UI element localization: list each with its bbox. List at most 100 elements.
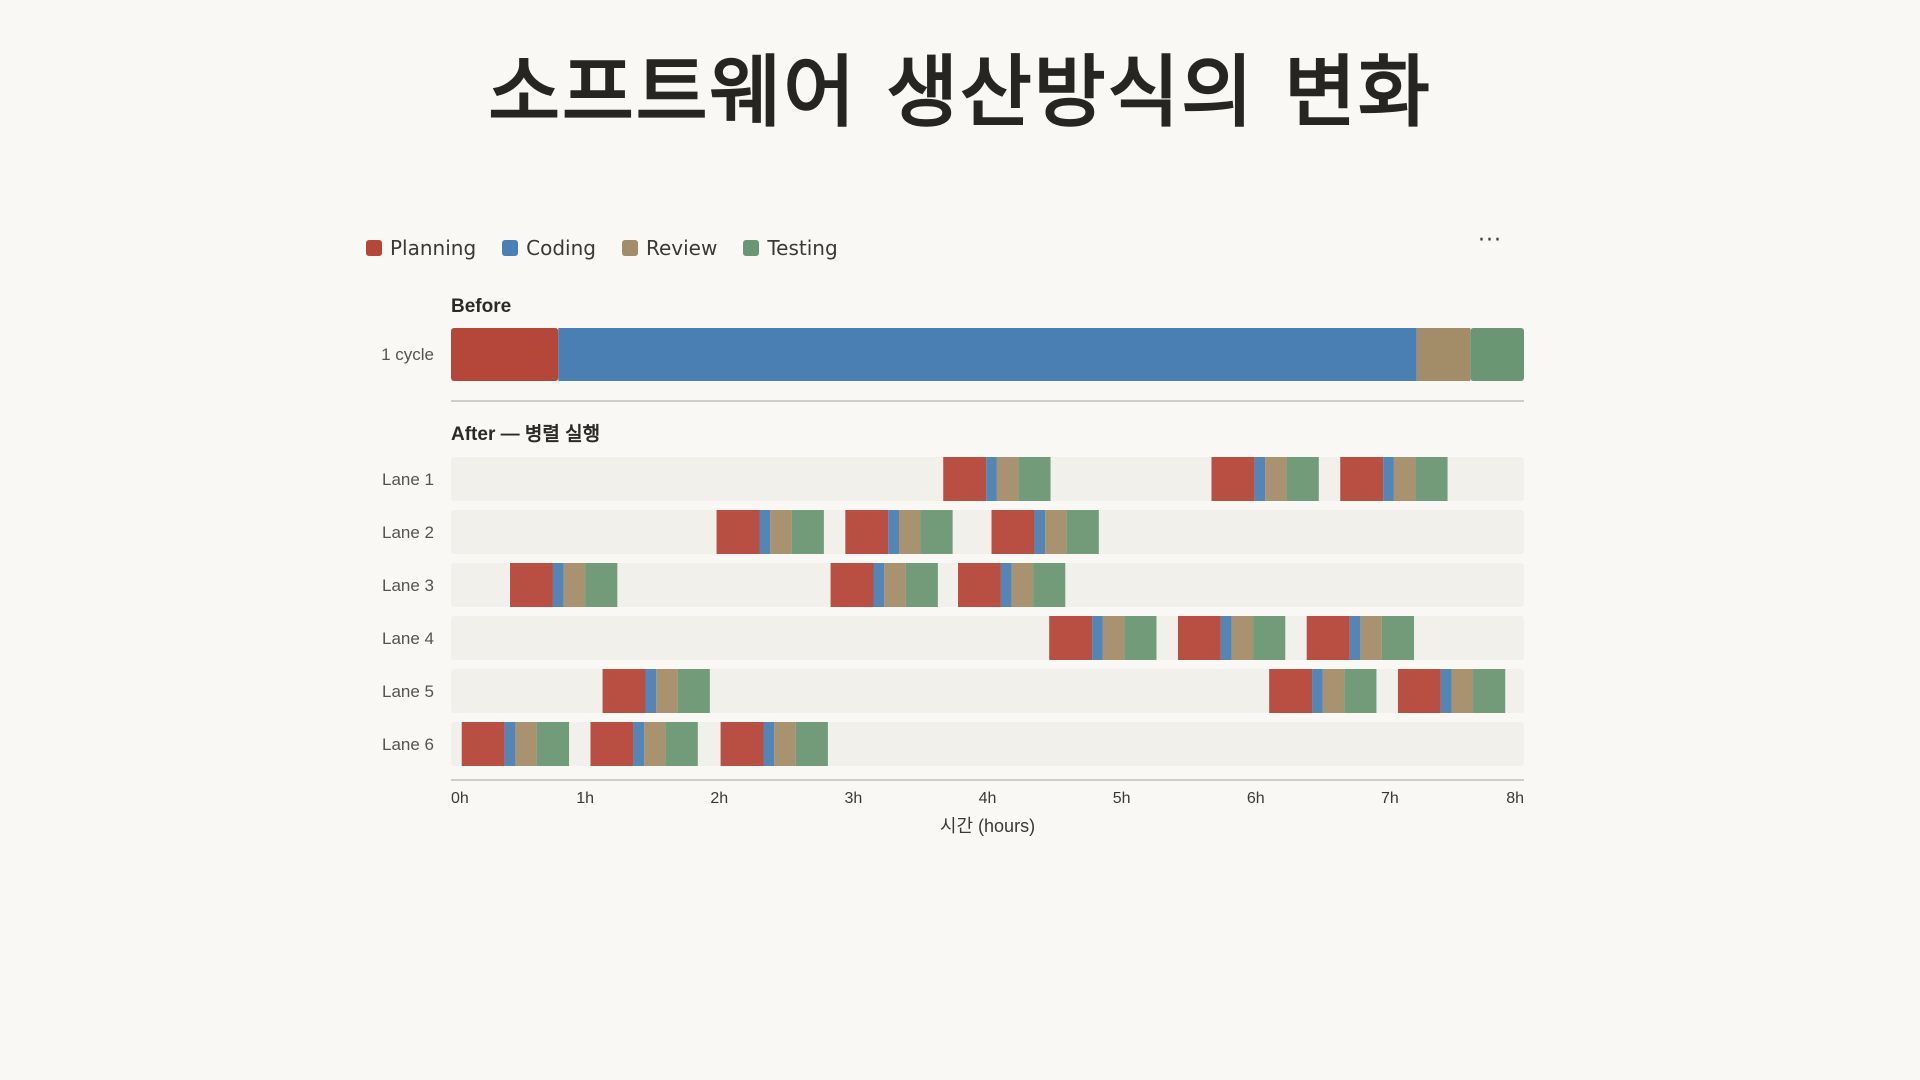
lane-4-cycle-3-coding: [1349, 616, 1361, 660]
lane-2-cycle-3-planning: [991, 510, 1035, 554]
x-tick-label-5: 5h: [1113, 790, 1131, 807]
lane-label-lane-1: Lane 1: [382, 470, 434, 489]
lane-label-lane-6: Lane 6: [382, 735, 434, 754]
lane-3-cycle-3-planning: [957, 563, 1001, 607]
lane-label-lane-2: Lane 2: [382, 523, 434, 542]
lane-5-cycle-2-coding: [1312, 669, 1323, 713]
lane-5-cycle-2-planning: [1269, 669, 1313, 713]
lane-3-cycle-1-coding: [552, 563, 564, 607]
before-segment-coding: [558, 328, 1417, 381]
legend-label-review: Review: [645, 236, 718, 260]
lane-4-cycle-1-planning: [1049, 616, 1093, 660]
legend-item-planning: Planning: [366, 236, 476, 260]
lane-3-cycle-1-planning: [510, 563, 553, 607]
lane-background-lane-2: [451, 510, 1524, 554]
lane-2-cycle-2-testing: [920, 510, 953, 554]
x-tick-label-2: 2h: [710, 790, 728, 807]
lane-4-cycle-1-review: [1102, 616, 1125, 660]
x-tick-label-1: 1h: [576, 790, 594, 807]
before-section-title: Before: [451, 296, 511, 317]
lane-4-cycle-2-review: [1231, 616, 1254, 660]
lane-4-cycle-1-coding: [1092, 616, 1103, 660]
legend-item-review: Review: [621, 236, 718, 260]
lane-1-cycle-1-review: [996, 457, 1019, 501]
lane-6-cycle-3-planning: [720, 722, 764, 766]
lane-2-cycle-2-coding: [888, 510, 899, 554]
x-tick-label-7: 7h: [1381, 790, 1399, 807]
x-tick-label-3: 3h: [844, 790, 862, 807]
lane-1-cycle-1-coding: [986, 457, 997, 501]
more-options-button[interactable]: ···: [1478, 228, 1502, 253]
x-tick-label-6: 6h: [1247, 790, 1265, 807]
lane-3-cycle-1-review: [563, 563, 586, 607]
legend-swatch-testing: [743, 240, 760, 256]
before-segment-testing: [1470, 328, 1524, 381]
before-segment-planning: [451, 328, 559, 381]
lane-4-cycle-3-planning: [1306, 616, 1350, 660]
after-section-title: After — 병렬 실행: [451, 423, 600, 445]
lane-2-cycle-3-review: [1045, 510, 1067, 554]
lane-1-cycle-2-review: [1265, 457, 1287, 501]
x-tick-label-8: 8h: [1506, 790, 1524, 807]
lane-5-cycle-1-testing: [677, 669, 710, 713]
lane-label-lane-3: Lane 3: [382, 576, 434, 595]
lane-1-cycle-1-testing: [1018, 457, 1051, 501]
lane-6-cycle-1-testing: [536, 722, 570, 766]
lane-6-cycle-2-planning: [590, 722, 634, 766]
lane-5-cycle-3-planning: [1397, 669, 1441, 713]
lane-5-cycle-1-planning: [602, 669, 646, 713]
lane-5-cycle-1-review: [656, 669, 678, 713]
lane-5-cycle-2-testing: [1344, 669, 1377, 713]
lane-1-cycle-3-planning: [1340, 457, 1384, 501]
lane-3-cycle-1-testing: [585, 563, 618, 607]
lane-6-cycle-2-review: [644, 722, 666, 766]
lane-3-cycle-2-review: [884, 563, 906, 607]
lane-6-cycle-2-testing: [665, 722, 698, 766]
lane-1-cycle-3-coding: [1383, 457, 1394, 501]
legend-item-testing: Testing: [743, 236, 838, 260]
legend-swatch-review: [621, 240, 638, 256]
lane-3-cycle-2-planning: [830, 563, 874, 607]
lane-background-lane-6: [451, 722, 1524, 766]
lane-4-cycle-3-review: [1360, 616, 1382, 660]
legend-swatch-coding: [502, 240, 519, 256]
lane-2-cycle-1-coding: [759, 510, 771, 554]
legend-label-testing: Testing: [767, 236, 838, 260]
before-row-label: 1 cycle: [381, 345, 434, 364]
lane-3-cycle-3-testing: [1033, 563, 1066, 607]
lane-6-cycle-1-planning: [461, 722, 505, 766]
lane-3-cycle-3-coding: [1000, 563, 1012, 607]
lane-label-lane-5: Lane 5: [382, 682, 434, 701]
lane-1-cycle-3-review: [1393, 457, 1416, 501]
lane-1-cycle-3-testing: [1415, 457, 1448, 501]
lane-1-cycle-1-planning: [943, 457, 987, 501]
lane-3-cycle-2-coding: [873, 563, 885, 607]
lane-6-cycle-1-coding: [504, 722, 516, 766]
lane-2-cycle-1-review: [770, 510, 792, 554]
before-segment-review: [1416, 328, 1471, 381]
lane-2-cycle-2-planning: [845, 510, 889, 554]
lane-5-cycle-2-review: [1322, 669, 1345, 713]
lane-6-cycle-2-coding: [633, 722, 645, 766]
lane-6-cycle-1-review: [515, 722, 537, 766]
lane-2-cycle-2-review: [898, 510, 921, 554]
legend-item-coding: Coding: [502, 236, 596, 260]
legend-swatch-planning: [366, 240, 382, 256]
lane-2-cycle-1-planning: [716, 510, 760, 554]
lane-6-cycle-3-review: [774, 722, 796, 766]
lane-2-cycle-3-testing: [1066, 510, 1099, 554]
lane-4-cycle-1-testing: [1124, 616, 1157, 660]
lane-6-cycle-3-coding: [763, 722, 775, 766]
lane-3-cycle-3-review: [1011, 563, 1034, 607]
page-title: 소프트웨어 생산방식의 변화: [488, 48, 1432, 138]
x-tick-label-4: 4h: [979, 790, 997, 807]
lane-2-cycle-3-coding: [1034, 510, 1046, 554]
lane-3-cycle-2-testing: [905, 563, 938, 607]
lane-5-cycle-3-review: [1451, 669, 1474, 713]
lane-4-cycle-2-planning: [1177, 616, 1221, 660]
lane-4-cycle-3-testing: [1381, 616, 1415, 660]
lane-2-cycle-1-testing: [791, 510, 824, 554]
lane-background-lane-5: [451, 669, 1524, 713]
lane-5-cycle-1-coding: [645, 669, 657, 713]
